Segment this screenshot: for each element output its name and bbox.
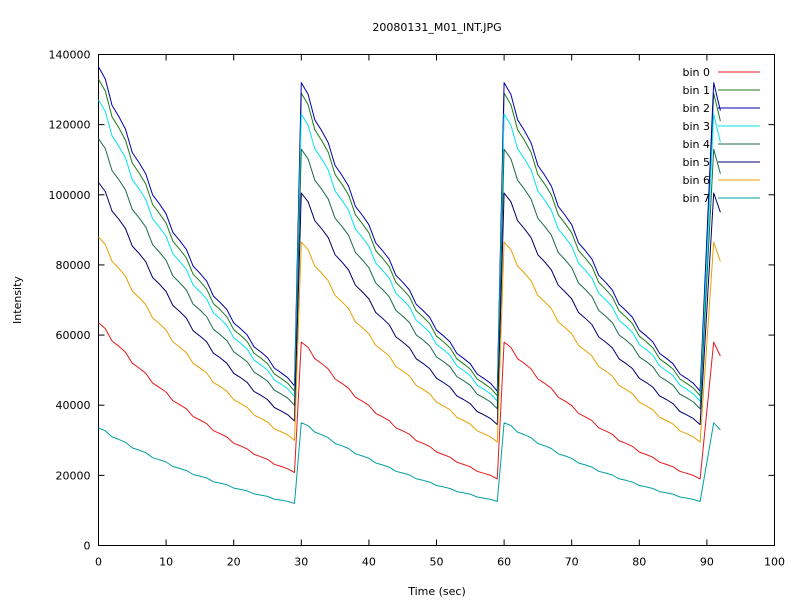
series-line-bin-4 — [98, 138, 721, 410]
legend-label: bin 3 — [682, 120, 710, 133]
y-tick-label: 40000 — [56, 399, 91, 412]
y-axis: 0 20000 40000 60000 80000 100000 120000 140000 — [49, 49, 775, 553]
legend-label: bin 1 — [682, 84, 710, 97]
legend-label: bin 4 — [682, 138, 710, 151]
series-line-bin-0 — [98, 322, 721, 480]
series-line-bin-1 — [98, 78, 721, 397]
series-line-bin-2 — [98, 66, 721, 392]
y-tick-label: 140000 — [49, 49, 91, 62]
x-tick-label: 40 — [362, 556, 376, 569]
legend-label: bin 5 — [682, 156, 710, 169]
x-tick-label: 80 — [632, 556, 646, 569]
series-line-bin-5 — [98, 182, 721, 426]
y-axis-label: Intensity — [11, 276, 24, 324]
y-tick-label: 0 — [84, 540, 91, 553]
x-axis-label: Time (sec) — [407, 585, 466, 598]
chart-title: 20080131_M01_INT.JPG — [372, 21, 501, 34]
y-tick-label: 80000 — [56, 259, 91, 272]
legend: bin 0 bin 1 bin 2 bin 3 bin 4 bin 5 bin 6 bin 7 — [682, 66, 760, 205]
y-tick-label: 120000 — [49, 119, 91, 132]
plot-area — [98, 54, 775, 546]
x-tick-label: 50 — [430, 556, 444, 569]
series-line-bin-7 — [98, 422, 721, 504]
series-line-bin-3 — [98, 99, 721, 402]
x-tick-label: 10 — [159, 556, 173, 569]
legend-label: bin 0 — [682, 66, 710, 79]
legend-label: bin 2 — [682, 102, 710, 115]
y-tick-label: 20000 — [56, 469, 91, 482]
series-layer — [98, 66, 721, 504]
x-tick-label: 60 — [497, 556, 511, 569]
x-tick-label: 20 — [227, 556, 241, 569]
series-line-bin-6 — [98, 236, 721, 443]
x-tick-label: 100 — [764, 556, 785, 569]
x-axis: 0 10 20 30 40 50 60 70 80 90 100 — [95, 54, 785, 569]
plot-frame — [98, 54, 775, 546]
x-tick-label: 30 — [294, 556, 308, 569]
legend-label: bin 7 — [682, 192, 710, 205]
x-tick-label: 70 — [565, 556, 579, 569]
x-tick-label: 0 — [95, 556, 102, 569]
y-tick-label: 100000 — [49, 189, 91, 202]
x-tick-label: 90 — [700, 556, 714, 569]
legend-label: bin 6 — [682, 174, 710, 187]
y-tick-label: 60000 — [56, 329, 91, 342]
